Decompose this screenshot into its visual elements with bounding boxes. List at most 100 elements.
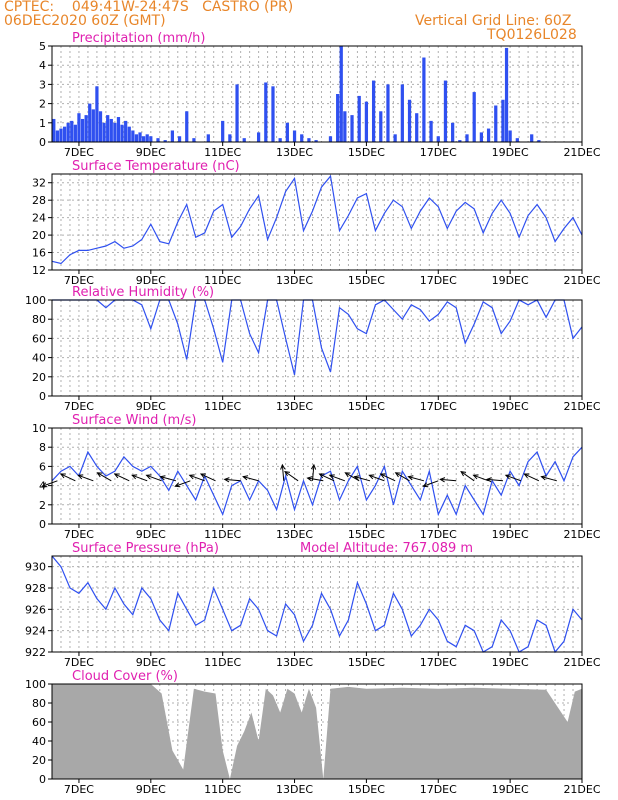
precip-bar [278,138,282,142]
precip-bar [479,132,484,142]
plot-border [51,427,583,525]
panel-1: 12 16 20 24 28 32 7DEC 9DEC 11DEC 13DEC 15DEC 17DEC… [32,159,601,287]
precip-bar [307,138,311,142]
y-tick-label: 20 [32,229,46,242]
wind-vector [189,474,205,482]
panel-0: 0 1 2 3 4 5 7DEC 9DEC 11DEC 13DEC 15DEC 17DEC 19DEC 2… [39,31,601,159]
series-line [51,174,583,265]
wind-vector [160,476,177,482]
series-line [51,446,583,517]
wind-vector-head [328,474,335,480]
y-tick-label: 8 [39,441,46,454]
wind-vector [460,471,475,482]
x-tick-label: 11DEC [204,656,241,669]
wind-vector-head [353,475,360,481]
wind-vector-head [422,482,429,488]
panel-annotation: Model Altitude: 767.089 m [300,541,473,556]
cloud-cover-area [52,684,582,779]
x-tick-label: 19DEC [492,274,529,287]
x-tick-label: 17DEC [420,146,457,159]
precip-bar [242,138,246,142]
x-tick-label: 17DEC [420,528,457,541]
precip-bar [116,117,121,142]
wind-vector-head [344,472,351,478]
wind-vector-head [485,477,492,483]
precip-bar [70,120,74,142]
x-tick-label: 19DEC [492,146,529,159]
precip-bar [228,134,232,142]
precip-bar [501,99,505,142]
y-tick-label: 2 [39,499,46,512]
precip-bar [91,109,95,142]
y-tick-label: 100 [25,294,46,307]
precip-bar [113,122,117,142]
x-tick-label: 21DEC [563,528,600,541]
precip-bar [443,80,448,142]
y-tick-label: 0 [39,390,46,403]
wind-vector-head [113,473,120,479]
wind-vector [60,473,76,482]
precip-bar [264,82,268,142]
y-tick-label: 80 [32,313,46,326]
wind-vector-head [472,474,479,480]
precip-bar [62,126,67,142]
wind-vector [329,474,346,482]
wind-vector-head [284,470,291,477]
wind-vector-head [199,473,206,479]
precip-bar [98,111,103,142]
series-line [52,299,583,376]
precip-bar [339,46,343,142]
precip-bar [364,101,369,142]
y-tick-label: 100 [25,678,46,691]
y-tick-label: 20 [32,754,46,767]
header-model-code: TQ0126L028 [487,27,577,43]
y-tick-label: 16 [32,247,46,260]
precip-bar [530,134,534,142]
panel-title: Surface Pressure (hPa) [72,541,219,556]
x-tick-label: 17DEC [420,656,457,669]
plot-border [51,683,583,780]
panel-4: 922 924 926 928 930 7DEC 9DEC 11DEC 13DEC 15DEC 17… [25,541,601,669]
x-tick-label: 9DEC [136,274,166,287]
wind-vector-head [41,482,48,488]
wind-vector-head [159,475,166,481]
wind-vector [312,464,315,481]
wind-vector [473,474,489,482]
panel-3: 0 2 4 6 8 10 7DEC 9DEC 11DEC 13DEC 15DEC 17DEC 19DEC… [32,413,601,541]
wind-vector [395,472,410,482]
wind-vector [408,476,425,482]
x-tick-label: 7DEC [64,656,94,669]
wind-vector-head [310,463,317,470]
precip-bar [59,128,63,142]
y-tick-label: 0 [39,136,46,149]
x-tick-label: 11DEC [204,274,241,287]
x-tick-label: 15DEC [348,400,385,413]
precip-bar [138,132,142,142]
y-tick-label: 930 [25,561,46,574]
wind-vector-head [504,474,511,480]
wind-vector [284,471,299,482]
y-tick-label: 1 [39,117,46,130]
x-tick-label: 19DEC [492,400,529,413]
wind-vector-head [280,463,286,470]
y-tick-label: 80 [32,697,46,710]
header-grid-line: Vertical Grid Line: 60Z [415,13,572,29]
y-tick-label: 4 [39,59,46,72]
x-tick-label: 11DEC [204,528,241,541]
precip-bar [300,134,304,142]
precip-bar [357,95,361,142]
wind-vector-head [306,476,313,482]
wind-vector [319,473,335,482]
precip-bar [142,136,146,142]
precip-bar [221,120,225,142]
precip-bar [379,111,383,142]
precip-bar [336,94,340,142]
wind-vector-head [540,475,547,481]
precip-bar [149,136,153,142]
wind-vector [146,474,162,482]
header-station: CPTEC: 049:41W-24:47S CASTRO (PR) [4,0,294,15]
precip-bar [73,124,77,142]
precip-bar [192,138,196,142]
